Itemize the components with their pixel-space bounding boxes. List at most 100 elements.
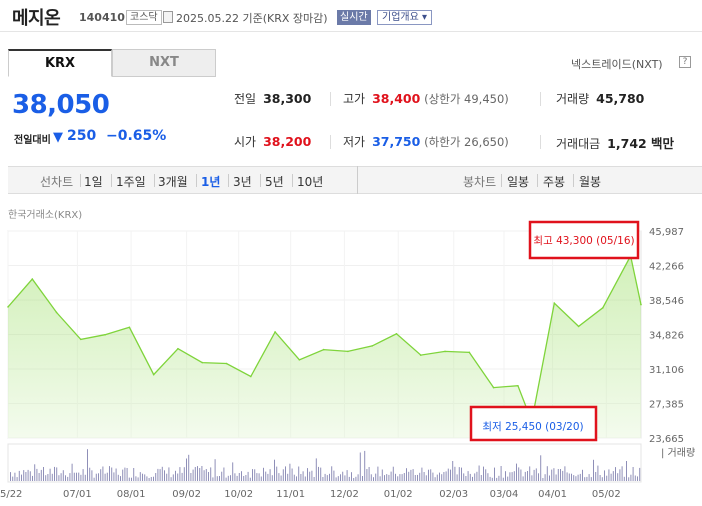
volume-bar [483, 466, 484, 481]
volume-bar [586, 476, 588, 481]
volume-bar [529, 466, 531, 481]
volume-bar [289, 463, 291, 481]
price-area [8, 255, 641, 438]
volume-bar [531, 475, 533, 481]
volume-bar [375, 473, 377, 481]
price-point [7, 306, 9, 308]
volume-bar [192, 469, 194, 481]
realtime-badge[interactable]: 실시간 [337, 10, 371, 25]
volume-bar [562, 470, 564, 481]
volume-bar [469, 473, 471, 481]
tab-krx[interactable]: KRX [8, 49, 112, 77]
volume-bar [434, 477, 436, 481]
volume-bar [84, 474, 86, 481]
stock-name: 메지온 [12, 8, 61, 29]
help-icon[interactable]: ? [679, 56, 691, 68]
volume-bar [353, 478, 355, 481]
candle-daily[interactable]: 일봉 [507, 175, 530, 189]
volume-bar [513, 471, 515, 481]
volume-bar [194, 467, 196, 481]
volume-bar [425, 475, 427, 481]
volume-bar [619, 469, 621, 481]
price-point [347, 350, 349, 353]
volume-bar [432, 472, 434, 481]
volume-bar [124, 467, 126, 481]
volume-bar [135, 476, 137, 481]
volume-bar [485, 469, 487, 481]
volume-bar [421, 467, 423, 481]
period-5y[interactable]: 5년 [265, 175, 284, 189]
period-10y[interactable]: 10년 [297, 175, 324, 189]
period-1y[interactable]: 1년 [201, 175, 221, 189]
candle-monthly[interactable]: 월봉 [579, 175, 602, 189]
divider [537, 174, 538, 187]
volume-label: | 거래량 [661, 447, 695, 459]
volume-bar [54, 466, 55, 481]
volume-bar [509, 472, 511, 481]
period-3m[interactable]: 3개월 [158, 175, 188, 189]
volume-bar [414, 475, 416, 481]
price-point [553, 302, 556, 305]
volume-bar [243, 476, 245, 481]
volume-bar [450, 469, 451, 481]
volume-bar [313, 477, 315, 481]
volume-bar [577, 474, 579, 481]
volume-bar [274, 459, 275, 481]
volume-bar [388, 474, 390, 481]
volume-bar [51, 473, 53, 481]
volume-bar [78, 472, 80, 481]
volume-bar [45, 475, 47, 481]
change-rate: −0.65% [106, 128, 167, 144]
volume-bar [201, 466, 203, 481]
line-chart-label[interactable]: 선차트 [40, 175, 74, 189]
y-tick-label: 34,826 [649, 331, 684, 342]
volume-bar [104, 473, 106, 481]
volume-bar [551, 469, 553, 481]
volume-bar [221, 471, 223, 481]
volume-bar [322, 477, 324, 481]
period-3y[interactable]: 3년 [233, 175, 252, 189]
volume-bar [102, 466, 104, 481]
volume-bar [208, 472, 209, 481]
period-1d[interactable]: 1일 [84, 175, 103, 189]
volume-bar [370, 474, 372, 481]
volume-bar [188, 454, 190, 481]
company-overview-button[interactable]: 기업개요 ▾ [377, 10, 432, 25]
volume-bar [238, 473, 240, 481]
volume-bar [161, 466, 163, 481]
volume-bar [597, 465, 599, 481]
volume-bar [357, 474, 359, 481]
volume-bar [373, 477, 374, 481]
volume-bar [205, 469, 207, 481]
volume-bar [599, 475, 601, 481]
volume-bar [300, 474, 302, 481]
volume-bar [40, 469, 42, 481]
price-point [517, 384, 519, 387]
x-tick-label: 08/01 [117, 489, 146, 500]
period-1w[interactable]: 1주일 [116, 175, 146, 189]
candle-weekly[interactable]: 주봉 [543, 175, 566, 189]
info-low: 저가 37,750 (하한가 26,650) [343, 134, 509, 149]
volume-bar [27, 469, 29, 481]
volume-bar [546, 466, 548, 481]
volume-bar [417, 474, 418, 481]
volume-bar [225, 477, 227, 481]
volume-bar [608, 469, 610, 481]
volume-bar [146, 476, 148, 481]
info-open: 시가 38,200 [234, 134, 312, 149]
volume-bar [461, 467, 462, 481]
high-label-box [528, 220, 640, 260]
nextrade-link[interactable]: 넥스트레이드(NXT) [571, 58, 663, 71]
volume-bar [216, 476, 218, 481]
volume-bar [507, 476, 509, 481]
tab-nxt[interactable]: NXT [112, 49, 216, 77]
volume-bar [80, 474, 82, 481]
volume-bar [472, 476, 473, 481]
divider [111, 174, 112, 187]
volume-bar [436, 474, 438, 481]
price-point [602, 307, 604, 309]
price-point [322, 348, 325, 351]
volume-bar [148, 478, 150, 481]
candle-chart-label[interactable]: 봉차트 [463, 175, 497, 189]
